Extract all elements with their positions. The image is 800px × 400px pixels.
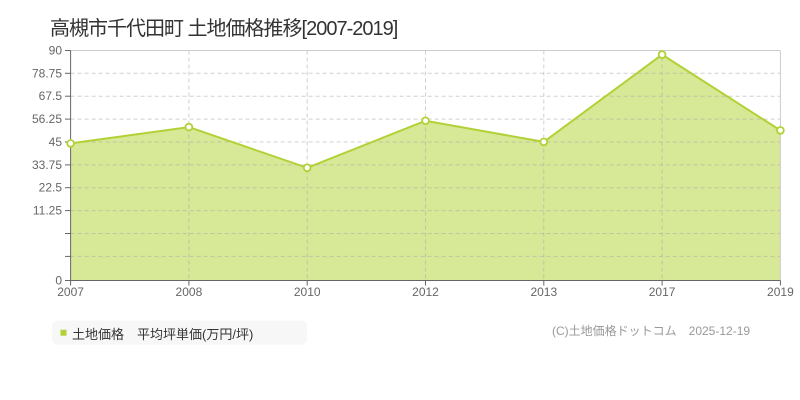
svg-text:90: 90 <box>49 44 63 58</box>
svg-text:(C)土地価格ドットコム 2025-12-19: (C)土地価格ドットコム 2025-12-19 <box>552 323 750 338</box>
svg-text:2008: 2008 <box>176 285 203 299</box>
svg-text:56.25: 56.25 <box>32 112 62 126</box>
svg-text:2019: 2019 <box>767 285 794 299</box>
svg-text:2007: 2007 <box>57 285 84 299</box>
svg-text:67.5: 67.5 <box>39 89 63 103</box>
svg-text:2017: 2017 <box>649 285 676 299</box>
svg-text:22.5: 22.5 <box>39 181 63 195</box>
svg-text:2010: 2010 <box>294 285 321 299</box>
svg-text:33.75: 33.75 <box>32 158 62 172</box>
svg-text:土地価格 平均坪単価(万円/坪): 土地価格 平均坪単価(万円/坪) <box>72 327 253 342</box>
svg-text:11.25: 11.25 <box>33 204 62 218</box>
svg-text:2013: 2013 <box>530 285 557 299</box>
svg-text:45: 45 <box>49 135 63 149</box>
svg-text:2012: 2012 <box>412 285 439 299</box>
svg-text:78.75: 78.75 <box>32 66 62 80</box>
